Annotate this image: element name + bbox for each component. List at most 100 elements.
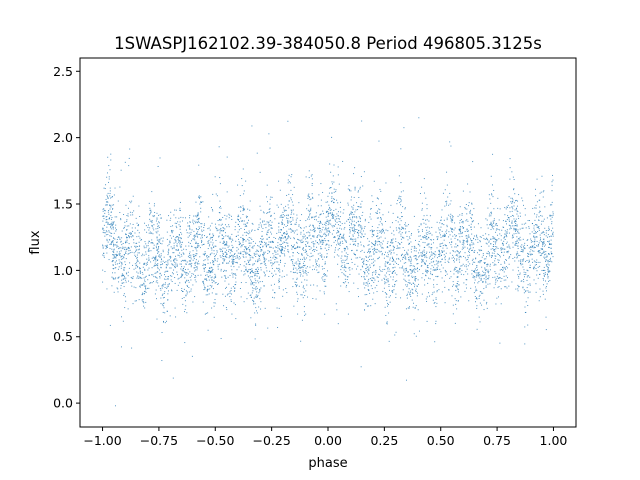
- scatter-point: [145, 288, 147, 290]
- scatter-point: [493, 228, 495, 230]
- scatter-point: [246, 225, 248, 227]
- scatter-point: [240, 220, 242, 222]
- scatter-point: [490, 223, 492, 225]
- scatter-point: [542, 231, 544, 233]
- scatter-point: [535, 283, 537, 285]
- scatter-point: [389, 244, 391, 246]
- scatter-point: [210, 266, 212, 268]
- scatter-point: [536, 236, 538, 238]
- scatter-point: [185, 249, 187, 251]
- scatter-point: [160, 255, 162, 257]
- scatter-point: [392, 242, 394, 244]
- scatter-point: [430, 254, 432, 256]
- scatter-point: [196, 221, 198, 223]
- scatter-point: [290, 189, 292, 191]
- scatter-point: [360, 225, 362, 227]
- scatter-point: [179, 240, 181, 242]
- scatter-point: [454, 258, 456, 260]
- scatter-point: [221, 238, 223, 240]
- scatter-point: [400, 212, 402, 214]
- scatter-point: [540, 254, 542, 256]
- scatter-point: [369, 292, 371, 294]
- scatter-point: [138, 248, 140, 250]
- scatter-point: [168, 243, 170, 245]
- scatter-point: [516, 239, 518, 241]
- scatter-point: [380, 229, 382, 231]
- scatter-point: [537, 261, 539, 263]
- scatter-point: [242, 240, 244, 242]
- scatter-point: [300, 273, 302, 275]
- scatter-point: [193, 254, 195, 256]
- scatter-point: [256, 296, 258, 298]
- scatter-point: [291, 248, 293, 250]
- scatter-point: [260, 267, 262, 269]
- scatter-point: [451, 246, 453, 248]
- scatter-point: [286, 214, 288, 216]
- scatter-point: [451, 241, 453, 243]
- scatter-point: [231, 261, 233, 263]
- scatter-point: [253, 272, 255, 274]
- scatter-point: [457, 255, 459, 257]
- scatter-point: [258, 226, 260, 228]
- scatter-point: [171, 263, 173, 265]
- scatter-point: [525, 222, 527, 224]
- scatter-point: [245, 251, 247, 253]
- scatter-point: [143, 302, 145, 304]
- scatter-point: [519, 215, 521, 217]
- scatter-point: [526, 287, 528, 289]
- scatter-point: [347, 276, 349, 278]
- scatter-point: [533, 235, 535, 237]
- scatter-point: [463, 242, 465, 244]
- scatter-point: [253, 303, 255, 305]
- scatter-point: [287, 237, 289, 239]
- scatter-point: [480, 279, 482, 281]
- scatter-point: [363, 251, 365, 253]
- scatter-point: [227, 246, 229, 248]
- scatter-point: [409, 269, 411, 271]
- scatter-point: [373, 265, 375, 267]
- scatter-point: [255, 287, 257, 289]
- scatter-point: [278, 279, 280, 281]
- scatter-point: [179, 282, 181, 284]
- scatter-point: [249, 249, 251, 251]
- scatter-point: [259, 281, 261, 283]
- scatter-point: [485, 258, 487, 260]
- scatter-point: [416, 267, 418, 269]
- scatter-point: [302, 247, 304, 249]
- scatter-point: [178, 241, 180, 243]
- scatter-point: [542, 196, 544, 198]
- scatter-point: [487, 283, 489, 285]
- scatter-point: [404, 275, 406, 277]
- scatter-point: [489, 224, 491, 226]
- scatter-point: [333, 217, 335, 219]
- scatter-point: [234, 273, 236, 275]
- scatter-point: [156, 277, 158, 279]
- scatter-point: [319, 220, 321, 222]
- scatter-point: [123, 227, 125, 229]
- scatter-point: [361, 228, 363, 230]
- scatter-point: [293, 213, 295, 215]
- scatter-point: [232, 255, 234, 257]
- scatter-point: [223, 241, 225, 243]
- scatter-point: [188, 245, 190, 247]
- scatter-point: [155, 276, 157, 278]
- scatter-point: [387, 262, 389, 264]
- scatter-point: [460, 296, 462, 298]
- scatter-point: [551, 253, 553, 255]
- scatter-point: [120, 265, 122, 267]
- scatter-point: [351, 206, 353, 208]
- scatter-point: [163, 296, 165, 298]
- scatter-point: [421, 277, 423, 279]
- scatter-point: [131, 277, 133, 279]
- scatter-point: [455, 303, 457, 305]
- scatter-point: [155, 264, 157, 266]
- scatter-point: [248, 242, 250, 244]
- scatter-point: [209, 284, 211, 286]
- scatter-point: [281, 249, 283, 251]
- scatter-point: [278, 264, 280, 266]
- scatter-point: [321, 239, 323, 241]
- scatter-point: [157, 268, 159, 270]
- scatter-point: [494, 258, 496, 260]
- scatter-point: [524, 306, 526, 308]
- scatter-point: [517, 232, 519, 234]
